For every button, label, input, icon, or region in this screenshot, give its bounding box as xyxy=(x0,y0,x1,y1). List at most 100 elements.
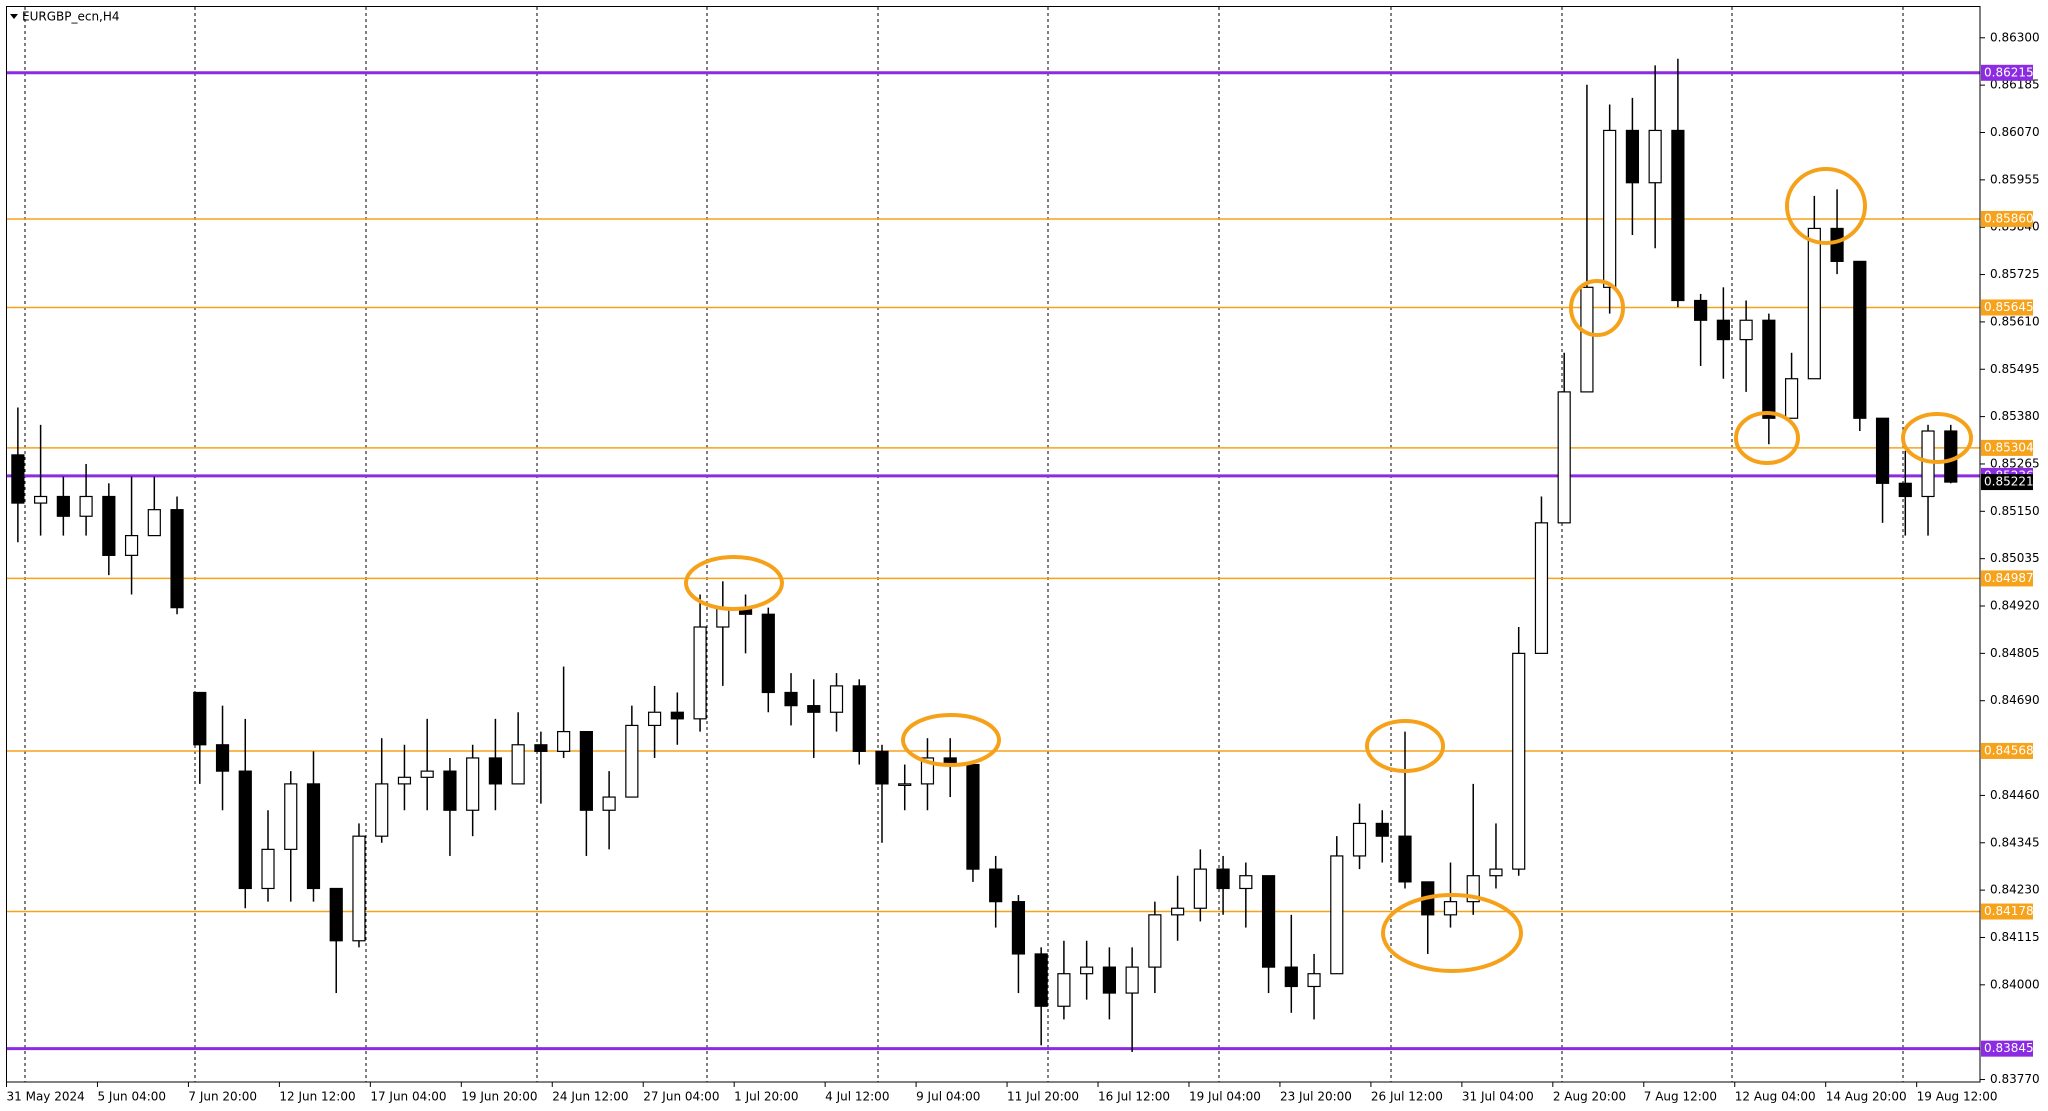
x-tick-label: 2 Aug 20:00 xyxy=(1553,1090,1626,1104)
highlight-ring xyxy=(1901,412,1973,464)
level-tag-label: 0.85645 xyxy=(1984,300,2034,314)
candle-body xyxy=(1853,260,1867,419)
candle-body xyxy=(1171,907,1185,916)
candle-body xyxy=(1671,129,1685,302)
candle-body xyxy=(647,711,662,727)
candle-body xyxy=(1307,973,1321,988)
candle-body xyxy=(534,744,548,752)
highlight-ring xyxy=(1569,279,1625,337)
x-tick-label: 5 Jun 04:00 xyxy=(97,1090,166,1104)
price-tag xyxy=(1981,474,2033,491)
level-tag xyxy=(1981,903,2033,920)
level-tag xyxy=(1981,64,2033,81)
candle-body xyxy=(170,509,184,609)
x-tick-label: 12 Aug 04:00 xyxy=(1735,1090,1816,1104)
candle-body xyxy=(1239,875,1253,890)
highlight-ring xyxy=(901,713,1001,767)
candle-body xyxy=(829,685,844,713)
menu-arrow[interactable] xyxy=(10,14,18,19)
y-tick-label: 0.84920 xyxy=(1990,599,2040,613)
candle-body xyxy=(443,770,457,811)
y-tick-label: 0.85035 xyxy=(1990,551,2040,565)
y-tick-label: 0.84805 xyxy=(1990,646,2040,660)
candle-body xyxy=(966,763,980,870)
y-tick-label: 0.84115 xyxy=(1990,930,2040,944)
level-tag-label: 0.85304 xyxy=(1984,440,2034,454)
candle-body xyxy=(1375,822,1389,837)
x-tick-label: 27 Jun 04:00 xyxy=(643,1090,719,1104)
candle-body xyxy=(284,783,298,850)
x-tick-label: 24 Jun 12:00 xyxy=(552,1090,628,1104)
level-tag xyxy=(1981,210,2033,227)
candle-body xyxy=(1762,319,1776,419)
candle-body xyxy=(989,868,1003,903)
candle-body xyxy=(625,724,639,798)
x-tick-label: 19 Aug 12:00 xyxy=(1917,1090,1998,1104)
y-tick-label: 0.84000 xyxy=(1990,977,2040,991)
y-tick-label: 0.86300 xyxy=(1990,30,2040,44)
candle-body xyxy=(761,613,775,694)
candle-body xyxy=(1648,129,1662,184)
candle-body xyxy=(784,691,798,707)
candle-body xyxy=(420,770,434,778)
candle-body xyxy=(1148,914,1162,968)
candle-body xyxy=(1898,482,1912,498)
candle-body xyxy=(1557,391,1571,524)
candle-body xyxy=(1580,286,1594,393)
highlight-ring xyxy=(1785,167,1867,245)
candle-body xyxy=(1443,901,1458,916)
y-tick-label: 0.85955 xyxy=(1990,172,2040,186)
x-tick-label: 17 Jun 04:00 xyxy=(370,1090,446,1104)
y-tick-label: 0.85495 xyxy=(1990,362,2040,376)
candle-body xyxy=(1784,378,1799,419)
candle-body xyxy=(557,730,571,752)
y-tick-label: 0.84345 xyxy=(1990,835,2040,849)
candle-body xyxy=(1716,319,1730,341)
candles xyxy=(11,58,1958,1052)
level-tag xyxy=(1981,570,2033,587)
candle-body xyxy=(1603,129,1617,288)
candle-body xyxy=(693,626,707,720)
candle-body xyxy=(488,757,503,785)
y-tick-label: 0.85150 xyxy=(1990,504,2040,518)
candle-body xyxy=(102,495,116,556)
highlight-ring xyxy=(1734,411,1800,465)
x-tick-label: 11 Jul 20:00 xyxy=(1007,1090,1079,1104)
x-tick-label: 31 Jul 04:00 xyxy=(1462,1090,1534,1104)
candle-body xyxy=(238,770,252,890)
candle-body xyxy=(375,783,389,837)
level-tag-label: 0.86215 xyxy=(1984,65,2034,79)
candle-body xyxy=(193,691,207,746)
candle-body xyxy=(1193,868,1207,909)
y-tick-label: 0.85610 xyxy=(1990,314,2040,328)
candle-body xyxy=(1875,417,1890,484)
candle-body xyxy=(215,744,230,772)
candle-body xyxy=(1034,953,1048,1007)
level-tag-label: 0.83845 xyxy=(1984,1041,2034,1055)
highlight-ring xyxy=(684,555,784,611)
level-tag xyxy=(1981,439,2033,456)
x-tick-label: 12 Jun 12:00 xyxy=(279,1090,355,1104)
candle-body xyxy=(1352,822,1367,857)
candle-body xyxy=(352,835,366,942)
candle-body xyxy=(852,685,866,752)
candle-body xyxy=(670,711,684,720)
candle-body xyxy=(1080,966,1094,975)
candle-body xyxy=(11,454,25,504)
candle-body xyxy=(1739,319,1753,341)
x-tick-label: 14 Aug 20:00 xyxy=(1826,1090,1907,1104)
candle-body xyxy=(329,887,343,942)
candle-body xyxy=(1011,901,1026,955)
candle-body xyxy=(1330,855,1344,975)
candle-body xyxy=(1625,129,1640,184)
level-tag xyxy=(1981,742,2033,759)
candle-body xyxy=(1694,299,1708,321)
plot-frame xyxy=(6,6,1981,1083)
x-tick-label: 23 Jul 20:00 xyxy=(1280,1090,1352,1104)
candle-body xyxy=(875,750,889,785)
candle-body xyxy=(1284,966,1298,988)
candle-body xyxy=(1534,522,1549,654)
y-tick-label: 0.86070 xyxy=(1990,125,2040,139)
candle-body xyxy=(56,495,70,517)
